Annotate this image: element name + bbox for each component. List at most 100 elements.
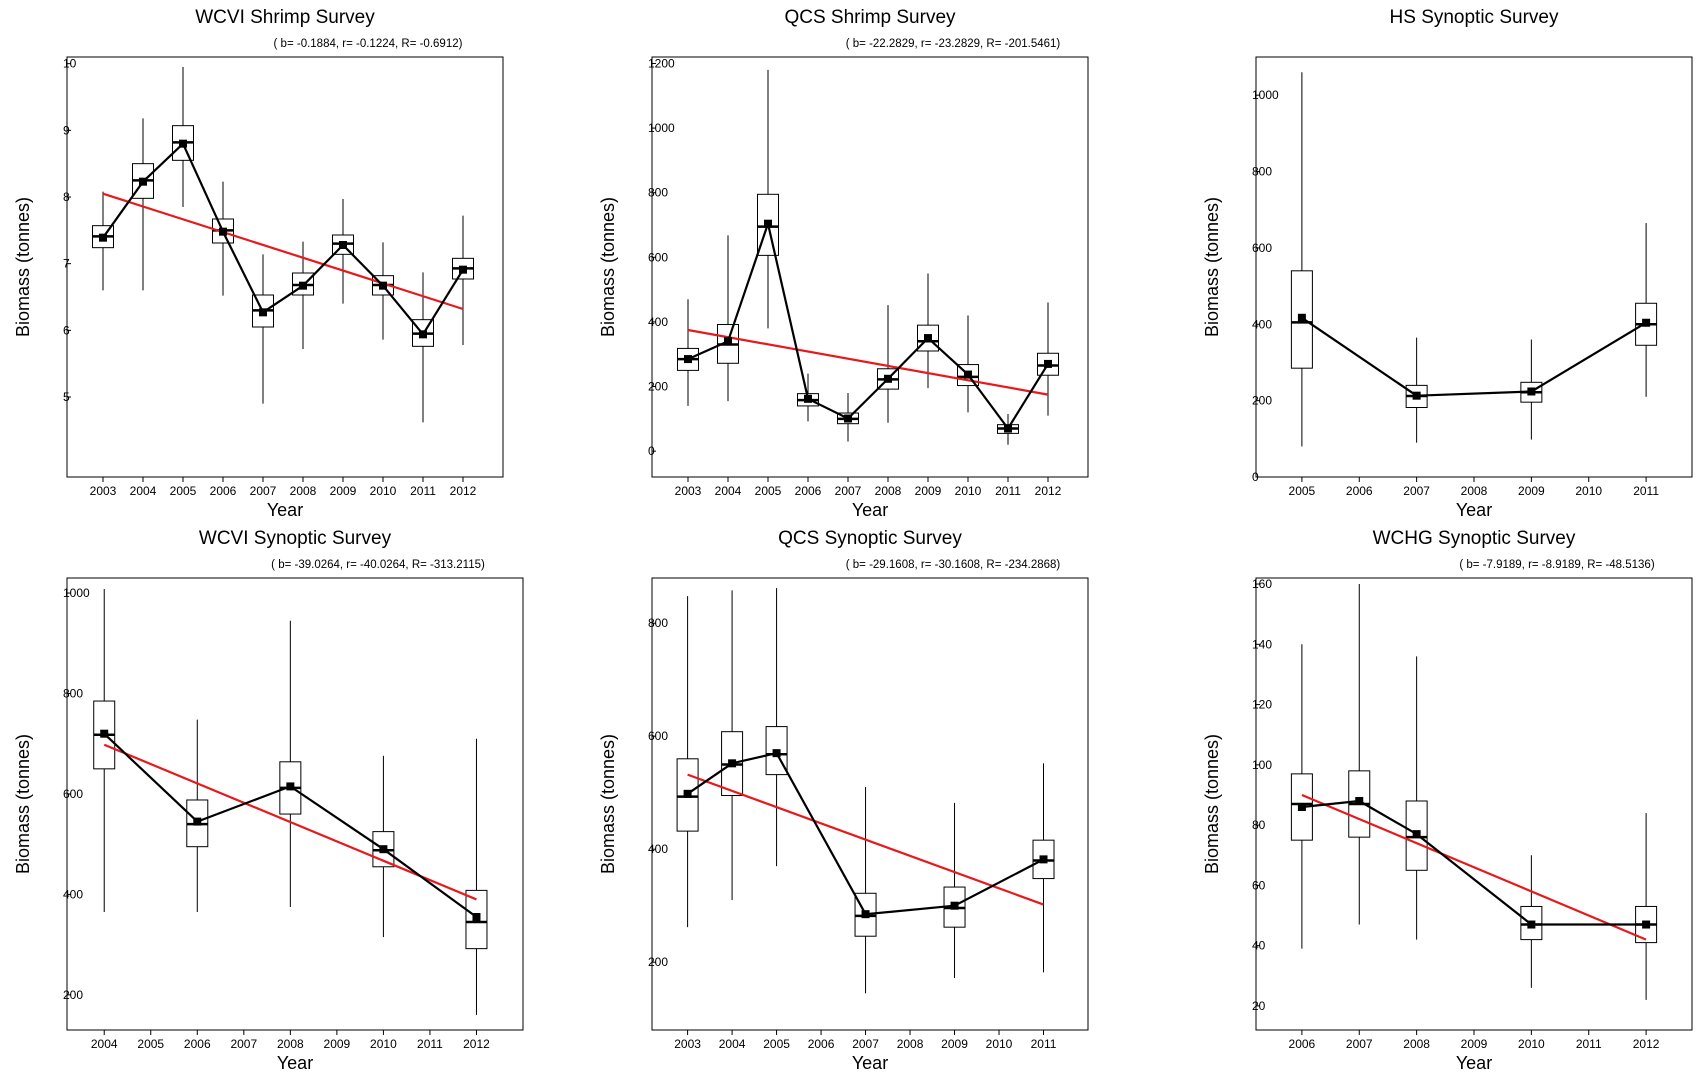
y-tick-label: 120 <box>1252 698 1272 712</box>
chart-title: WCVI Shrimp Survey <box>195 7 375 28</box>
x-axis-title: Year <box>267 500 303 520</box>
x-axis-title: Year <box>852 500 888 520</box>
x-tick-label: 2012 <box>463 1037 490 1051</box>
regression-trend-line <box>103 743 477 901</box>
mean-point <box>683 789 692 798</box>
chart-panel-2: QCS Shrimp Survey ( b= -22.2829, r= -23.2… <box>598 7 1089 520</box>
mean-point <box>1044 359 1052 368</box>
x-tick-label: 2010 <box>1518 1037 1545 1051</box>
y-tick-label: 800 <box>648 616 668 630</box>
box-2010 <box>372 242 394 340</box>
x-tick-label: 2004 <box>91 1037 118 1051</box>
x-tick-label: 2003 <box>90 484 117 498</box>
x-axis-title: Year <box>1456 1053 1492 1073</box>
x-tick-label: 2005 <box>137 1037 164 1051</box>
mean-point <box>1412 391 1421 400</box>
y-tick-label: 6 <box>63 323 70 337</box>
box-2006 <box>1290 644 1313 949</box>
x-tick-label: 2006 <box>184 1037 211 1051</box>
mean-point <box>924 334 932 343</box>
x-tick-label: 2007 <box>1346 1037 1373 1051</box>
chart-panel-4: WCVI Synoptic Survey ( b= -39.0264, r= -4… <box>13 528 524 1073</box>
mean-point <box>1527 387 1536 396</box>
x-tick-label: 2010 <box>955 484 982 498</box>
mean-point <box>339 241 347 249</box>
x-axis-title: Year <box>277 1053 313 1073</box>
x-tick-label: 2004 <box>719 1037 746 1051</box>
y-tick-label: 200 <box>1252 394 1272 408</box>
y-tick-label: 600 <box>648 250 668 264</box>
mean-point <box>1004 424 1012 433</box>
regression-stats: ( b= -22.2829, r= -23.2829, R= -201.5461… <box>846 38 1061 50</box>
y-tick-label: 0 <box>648 444 655 458</box>
x-tick-label: 2009 <box>324 1037 351 1051</box>
mean-point <box>99 233 107 242</box>
y-axis-title: Biomass (tonnes) <box>1202 734 1222 874</box>
x-axis-title: Year <box>1456 500 1492 520</box>
y-tick-label: 5 <box>63 390 70 404</box>
x-tick-label: 2007 <box>250 484 277 498</box>
box-2003 <box>676 596 699 928</box>
mean-point <box>299 281 307 290</box>
regression-stats: ( b= -29.1608, r= -30.1608, R= -234.2868… <box>846 559 1061 571</box>
x-tick-label: 2011 <box>417 1037 443 1051</box>
mean-point <box>724 337 732 346</box>
x-tick-label: 2009 <box>330 484 357 498</box>
y-tick-label: 100 <box>1252 758 1272 772</box>
y-axis-title: Biomass (tonnes) <box>13 734 33 874</box>
box-2008 <box>1405 656 1428 940</box>
y-tick-label: 200 <box>648 955 668 969</box>
x-tick-label: 2006 <box>795 484 822 498</box>
y-tick-label: 600 <box>1252 241 1272 255</box>
y-tick-label: 40 <box>1252 939 1266 953</box>
mean-point <box>100 729 109 738</box>
mean-point <box>193 817 202 826</box>
box-2008 <box>279 620 302 907</box>
x-tick-label: 2004 <box>130 484 157 498</box>
x-tick-label: 2008 <box>875 484 902 498</box>
box-2005 <box>1290 72 1313 447</box>
y-tick-label: 60 <box>1252 878 1266 892</box>
box-2006 <box>212 181 234 296</box>
x-tick-label: 2011 <box>1633 484 1659 498</box>
mean-point <box>1355 796 1364 805</box>
x-tick-label: 2003 <box>674 1037 701 1051</box>
x-tick-label: 2012 <box>1035 484 1062 498</box>
regression-trend-line <box>102 192 464 311</box>
mean-point <box>884 374 892 383</box>
y-tick-label: 400 <box>648 842 668 856</box>
box-2012 <box>1037 302 1059 416</box>
chart-title: WCHG Synoptic Survey <box>1373 528 1576 549</box>
chart-panel-3: HS Synoptic Survey 0 200 400 600 800 1000 2005 2… <box>1202 7 1693 520</box>
plot-frame <box>651 56 1089 478</box>
y-axis-title: Biomass (tonnes) <box>598 734 618 874</box>
x-tick-label: 2009 <box>941 1037 968 1051</box>
box-2009 <box>943 802 966 979</box>
y-tick-label: 140 <box>1252 637 1272 651</box>
x-tick-label: 2010 <box>370 1037 397 1051</box>
y-tick-label: 8 <box>63 190 70 204</box>
y-tick-label: 160 <box>1252 577 1272 591</box>
x-tick-label: 2006 <box>808 1037 835 1051</box>
y-tick-label: 1000 <box>1252 88 1279 102</box>
y-tick-label: 800 <box>648 186 668 200</box>
mean-point <box>1527 920 1536 929</box>
x-tick-label: 2007 <box>1403 484 1430 498</box>
mean-point <box>950 901 959 910</box>
regression-stats: ( b= -0.1884, r= -0.1224, R= -0.6912) <box>274 38 463 50</box>
y-axis-title: Biomass (tonnes) <box>13 197 33 337</box>
y-axis-title: Biomass (tonnes) <box>598 197 618 337</box>
x-tick-label: 2005 <box>170 484 197 498</box>
mean-point <box>1412 830 1421 839</box>
box-2010 <box>957 315 979 413</box>
mean-point <box>964 370 972 379</box>
box-2005 <box>757 69 779 329</box>
mean-point <box>219 227 227 236</box>
chart-panel-5: QCS Synoptic Survey ( b= -29.1608, r= -30… <box>598 528 1089 1073</box>
box-2007 <box>854 787 877 994</box>
chart-panel-1: WCVI Shrimp Survey ( b= -0.1884, r= -0.12… <box>13 7 504 520</box>
mean-point <box>764 219 772 228</box>
x-tick-label: 2009 <box>1461 1037 1488 1051</box>
x-tick-label: 2004 <box>715 484 742 498</box>
plot-frame <box>66 56 504 478</box>
